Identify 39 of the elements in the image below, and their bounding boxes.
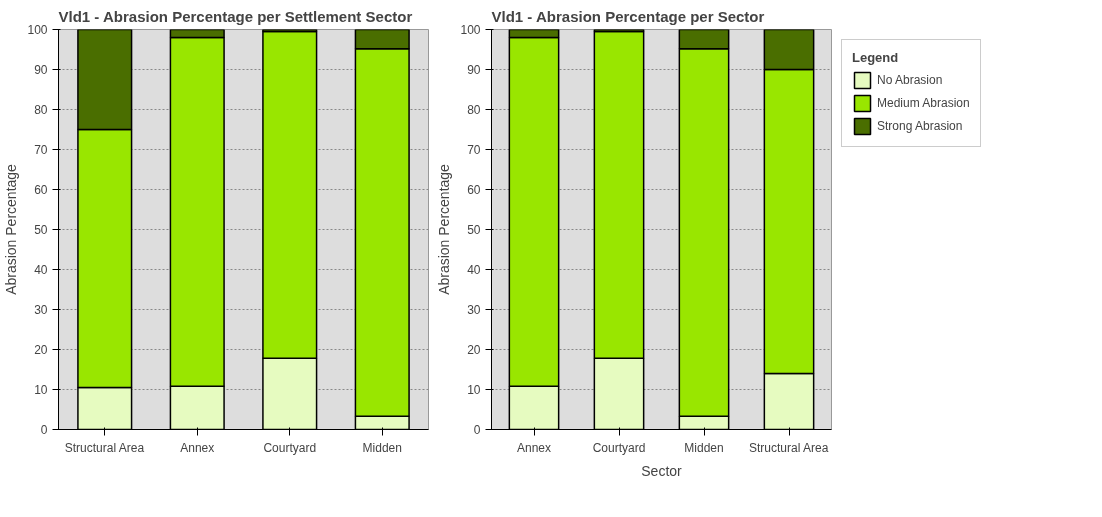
x-tick-label: Annex xyxy=(516,440,552,455)
legend-label: No Abrasion xyxy=(877,73,943,87)
y-axis-title: Abrasion Percentage xyxy=(3,163,20,295)
y-tick-label: 50 xyxy=(467,223,481,237)
y-tick-label: 80 xyxy=(34,103,48,117)
y-tick-label: 80 xyxy=(467,103,481,117)
legend-label: Strong Abrasion xyxy=(877,119,963,133)
x-tick-label: Annex xyxy=(180,440,215,455)
y-tick-label: 30 xyxy=(34,303,48,317)
x-tick-label: Midden xyxy=(684,440,724,455)
y-tick-label: 40 xyxy=(34,263,48,277)
y-tick-label: 20 xyxy=(467,343,481,357)
y-tick-label: 90 xyxy=(467,63,481,77)
x-tick-label: Midden xyxy=(362,440,402,455)
y-tick-label: 70 xyxy=(34,143,48,157)
legend-title: Legend xyxy=(852,50,900,65)
chart-title: Vld1 - Abrasion Percentage per Sector xyxy=(491,7,765,25)
x-tick-label: Structural Area xyxy=(748,440,829,455)
y-tick-label: 0 xyxy=(473,423,481,437)
y-axis-title: Abrasion Percentage xyxy=(436,163,453,295)
y-tick-label: 50 xyxy=(34,223,48,237)
legend-label: Medium Abrasion xyxy=(877,96,970,110)
x-tick-label: Courtyard xyxy=(592,440,646,455)
y-tick-label: 30 xyxy=(467,303,481,317)
x-tick-label: Courtyard xyxy=(263,440,317,455)
y-tick-label: 60 xyxy=(467,183,481,197)
y-tick-label: 70 xyxy=(467,143,481,157)
x-axis-title: Sector xyxy=(641,462,683,479)
y-tick-label: 10 xyxy=(467,383,481,397)
x-tick-label: Structural Area xyxy=(64,440,145,455)
chart-title: Vld1 - Abrasion Percentage per Settlement Sector xyxy=(58,7,413,25)
y-tick-label: 40 xyxy=(467,263,481,277)
y-tick-label: 60 xyxy=(34,183,48,197)
y-tick-label: 100 xyxy=(460,23,481,37)
y-tick-label: 0 xyxy=(40,423,48,437)
y-tick-label: 10 xyxy=(34,383,48,397)
y-tick-label: 90 xyxy=(34,63,48,77)
y-tick-label: 100 xyxy=(27,23,48,37)
y-tick-label: 20 xyxy=(34,343,48,357)
